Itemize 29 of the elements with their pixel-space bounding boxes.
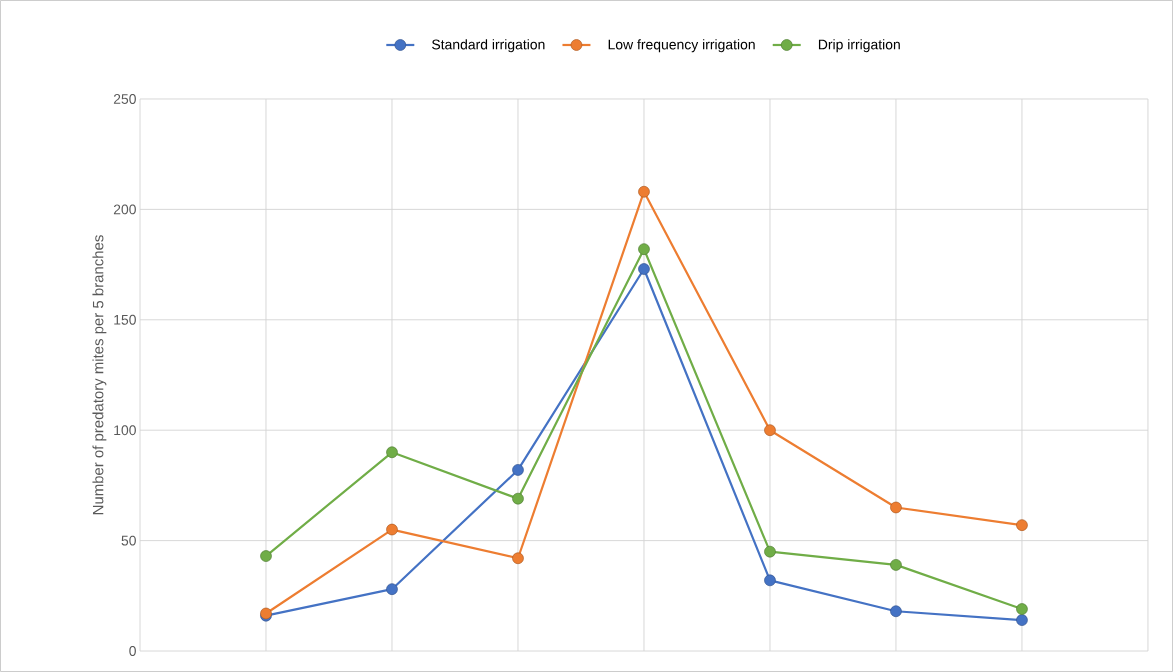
point [638, 243, 650, 255]
point [512, 552, 524, 565]
point [764, 545, 776, 558]
point [1016, 603, 1028, 615]
legend-label: Standard irrigation [432, 39, 545, 53]
y-tick-label: 250 [113, 94, 136, 104]
point [512, 492, 524, 505]
point [638, 185, 650, 198]
y-tick-label: 50 [121, 535, 136, 546]
legend-label: Drip irrigation [818, 39, 900, 53]
y-tick-label: 200 [113, 204, 136, 215]
y-axis-title: Number of predatory mites per 5 branches [92, 235, 107, 515]
point [386, 523, 398, 536]
point [512, 464, 524, 476]
y-tick-label: 0 [129, 646, 136, 656]
point [890, 559, 902, 571]
y-tick-label: 150 [114, 314, 136, 325]
point [890, 605, 902, 618]
y-tick-label: 100 [114, 425, 136, 436]
point [260, 550, 272, 562]
point [764, 424, 776, 436]
point [890, 501, 902, 514]
point [386, 583, 398, 595]
point [1016, 519, 1028, 531]
point [638, 263, 650, 275]
point [386, 446, 398, 459]
point [1016, 614, 1028, 626]
legend-label: Low frequency irrigation [608, 39, 755, 53]
point [764, 574, 776, 587]
